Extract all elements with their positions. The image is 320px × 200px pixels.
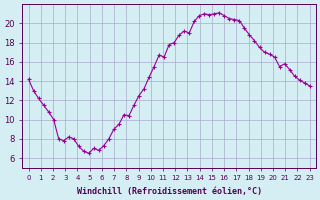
X-axis label: Windchill (Refroidissement éolien,°C): Windchill (Refroidissement éolien,°C) (76, 187, 262, 196)
